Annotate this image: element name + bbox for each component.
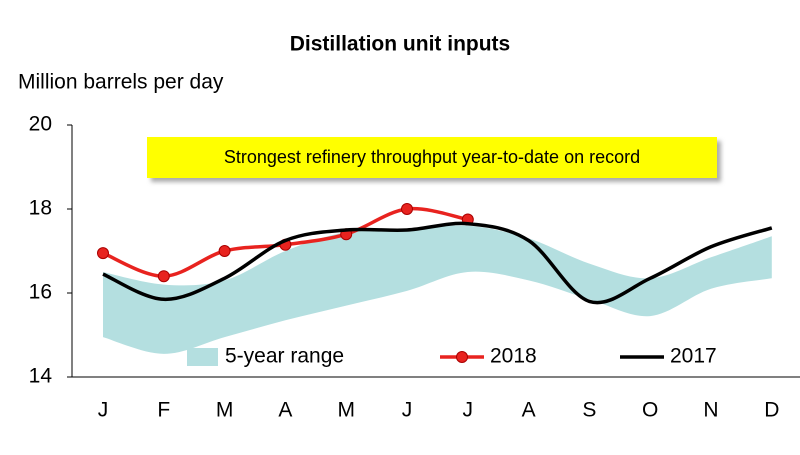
plot-area: 14 16 18 20 J F M A M J J A S O N D [29, 113, 800, 422]
x-tick-label: S [582, 399, 596, 422]
y-tick-label: 18 [29, 197, 52, 220]
y-tick-label: 20 [29, 113, 52, 136]
annotation-box [147, 137, 717, 178]
x-tick-label: A [522, 399, 536, 422]
x-tick-label: D [764, 399, 779, 422]
legend-swatch [187, 348, 218, 366]
annotation: Strongest refinery throughput year-to-da… [224, 147, 640, 167]
x-tick-label: F [157, 399, 170, 422]
legend-label: 2017 [670, 345, 717, 368]
y-tick-label: 14 [29, 365, 53, 388]
x-tick-label: A [278, 399, 292, 422]
legend-label: 5-year range [225, 345, 344, 368]
legend-label: 2018 [490, 345, 537, 368]
x-tick-label: J [402, 399, 413, 422]
marker [157, 270, 170, 283]
range-area [103, 225, 772, 354]
chart-title: Distillation unit inputs [290, 33, 510, 56]
x-tick-label: J [463, 399, 474, 422]
marker [97, 247, 109, 260]
x-tick-label: J [98, 399, 109, 422]
x-tick-label: O [642, 399, 658, 422]
legend-marker [456, 351, 468, 363]
x-tick-label: M [337, 399, 355, 422]
y-tick-label: 16 [29, 281, 52, 304]
y-axis-label: Million barrels per day [18, 71, 224, 94]
x-tick-label: M [216, 399, 234, 422]
legend: 5-year range 2018 2017 [187, 345, 717, 368]
x-tick-label: N [703, 399, 718, 422]
marker [218, 245, 231, 257]
line [102, 221, 773, 305]
marker [401, 203, 413, 215]
